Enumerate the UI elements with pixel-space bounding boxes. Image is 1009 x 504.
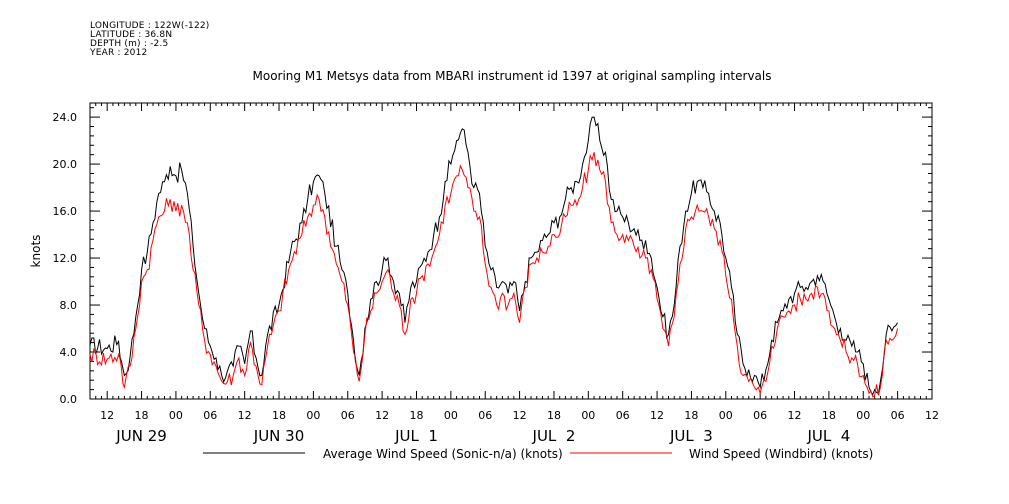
x-tick-label: 00	[306, 409, 320, 422]
x-tick-label: 18	[272, 409, 286, 422]
x-tick-label: 18	[409, 409, 423, 422]
x-day-label: JUN 29	[115, 427, 166, 445]
x-tick-label: 06	[341, 409, 355, 422]
x-tick-label: 06	[203, 409, 217, 422]
x-tick-label: 00	[719, 409, 733, 422]
x-tick-label: 18	[684, 409, 698, 422]
axes: 12 18 00 06 12 18 00 06 12 18 00 06 12 18 00 06 12 18 00 06…	[53, 103, 939, 445]
x-tick-label: 06	[891, 409, 905, 422]
x-day-label: JUN 30	[253, 427, 304, 445]
x-tick-label: 18	[822, 409, 836, 422]
year-label: YEAR : 2012	[90, 48, 148, 58]
x-tick-label: 00	[169, 409, 183, 422]
chart-title: Mooring M1 Metsys data from MBARI instru…	[253, 69, 772, 83]
x-tick-label: 18	[135, 409, 149, 422]
latitude-label: LATITUDE : 36.8N	[90, 30, 173, 40]
x-tick-label: 12	[513, 409, 527, 422]
x-tick-label: 12	[238, 409, 252, 422]
series-layer	[89, 116, 899, 398]
y-tick-label: 20.0	[53, 158, 78, 171]
legend: Average Wind Speed (Sonic-n/a) (knots) Wi…	[203, 447, 873, 461]
x-tick-label: 06	[616, 409, 630, 422]
x-tick-label: 00	[444, 409, 458, 422]
x-day-label: JUL 1	[394, 427, 438, 445]
longitude-label: LONGITUDE : 122W(-122)	[90, 21, 210, 31]
x-tick-label: 18	[547, 409, 561, 422]
x-day-label: JUL 2	[532, 427, 576, 445]
y-axis-label: knots	[29, 235, 43, 268]
x-tick-label: 12	[650, 409, 664, 422]
x-tick-label: 06	[478, 409, 492, 422]
plot-frame	[89, 102, 933, 400]
y-tick-label: 0.0	[60, 393, 78, 406]
x-tick-label: 12	[788, 409, 802, 422]
x-tick-label: 00	[581, 409, 595, 422]
series-line-2	[89, 152, 899, 398]
x-tick-label: 00	[856, 409, 870, 422]
y-tick-label: 24.0	[53, 111, 78, 124]
x-tick-label: 12	[375, 409, 389, 422]
x-tick-label: 12	[100, 409, 114, 422]
y-tick-label: 8.0	[60, 299, 78, 312]
x-day-label: JUL 3	[669, 427, 713, 445]
y-tick-label: 4.0	[60, 346, 78, 359]
legend-label-1: Average Wind Speed (Sonic-n/a) (knots)	[323, 447, 563, 461]
x-day-label: JUL 4	[806, 427, 850, 445]
depth-label: DEPTH (m) : -2.5	[90, 39, 169, 49]
x-tick-label: 06	[753, 409, 767, 422]
x-tick-label: 12	[925, 409, 939, 422]
y-tick-label: 16.0	[53, 205, 78, 218]
series-line-1	[89, 116, 899, 396]
legend-label-2: Wind Speed (Windbird) (knots)	[689, 447, 873, 461]
y-tick-label: 12.0	[53, 252, 78, 265]
